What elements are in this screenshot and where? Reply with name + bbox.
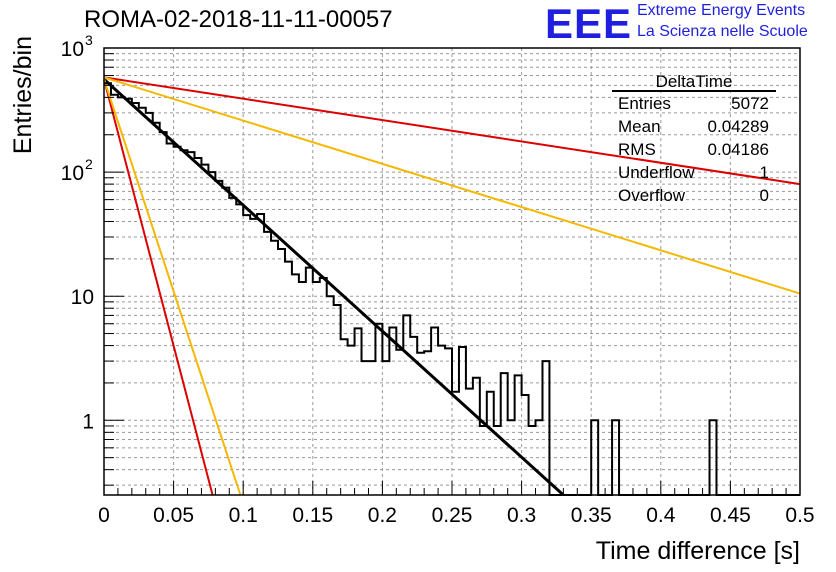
stats-label-mean: Mean <box>618 117 661 136</box>
stats-label-underflow: Underflow <box>618 163 695 182</box>
x-tick-label: 0.1 <box>229 504 258 527</box>
stats-label-rms: RMS <box>618 140 656 159</box>
stats-value-overflow: 0 <box>760 186 769 205</box>
fit-line-3 <box>103 78 214 496</box>
fit-line-1 <box>103 76 801 186</box>
stats-value-entries: 5072 <box>731 94 769 113</box>
x-tick-label: 0.4 <box>646 504 676 527</box>
plot-title: ROMA-02-2018-11-11-00057 <box>84 6 393 33</box>
x-tick-label: 0.45 <box>710 504 751 527</box>
logo-subtitle-line2: La Scienza nelle Scuole <box>637 23 808 40</box>
x-tick-label: 0.15 <box>292 504 333 527</box>
stats-box: DeltaTime Entries 5072 Mean 0.04289 RMS 0.041… <box>612 72 776 205</box>
x-tick-label: 0 <box>98 504 110 527</box>
stats-rows: Entries 5072 Mean 0.04289 RMS 0.04186 Underflo… <box>618 94 769 205</box>
fit-line-4 <box>103 78 242 496</box>
y-tick-label: 10 <box>71 286 94 309</box>
y-tick-label: 1 <box>82 410 94 433</box>
y-tick-exponent: 2 <box>85 156 93 172</box>
stats-title: DeltaTime <box>656 72 733 91</box>
grid <box>104 48 800 495</box>
y-tick-label: 10 <box>61 38 84 61</box>
axis-ticks <box>103 47 801 495</box>
stats-value-underflow: 1 <box>760 163 769 182</box>
histogram <box>104 82 800 496</box>
x-axis-title: Time difference [s] <box>596 537 800 565</box>
x-tick-label: 0.05 <box>153 504 194 527</box>
y-tick-label: 10 <box>61 162 84 185</box>
logo-subtitle-line1: Extreme Energy Events <box>637 2 806 19</box>
x-tick-label: 0.25 <box>432 504 473 527</box>
x-tick-label: 0.2 <box>368 504 397 527</box>
histogram-step <box>104 82 800 496</box>
eee-logo: EEE <box>545 0 633 47</box>
x-tick-label: 0.35 <box>571 504 612 527</box>
fit-line-2 <box>103 76 801 295</box>
y-tick-exponent: 3 <box>85 32 93 48</box>
stats-label-entries: Entries <box>618 94 671 113</box>
y-axis-title: Entries/bin <box>9 36 37 154</box>
stats-value-rms: 0.04186 <box>708 140 769 159</box>
tick-labels: 0 0.05 0.1 0.15 0.2 0.25 0.3 0.35 0.4 0.45 0.51101… <box>61 32 815 527</box>
stats-value-mean: 0.04289 <box>708 117 769 136</box>
x-tick-label: 0.3 <box>507 504 536 527</box>
x-tick-label: 0.5 <box>785 504 814 527</box>
stats-label-overflow: Overflow <box>618 186 686 205</box>
